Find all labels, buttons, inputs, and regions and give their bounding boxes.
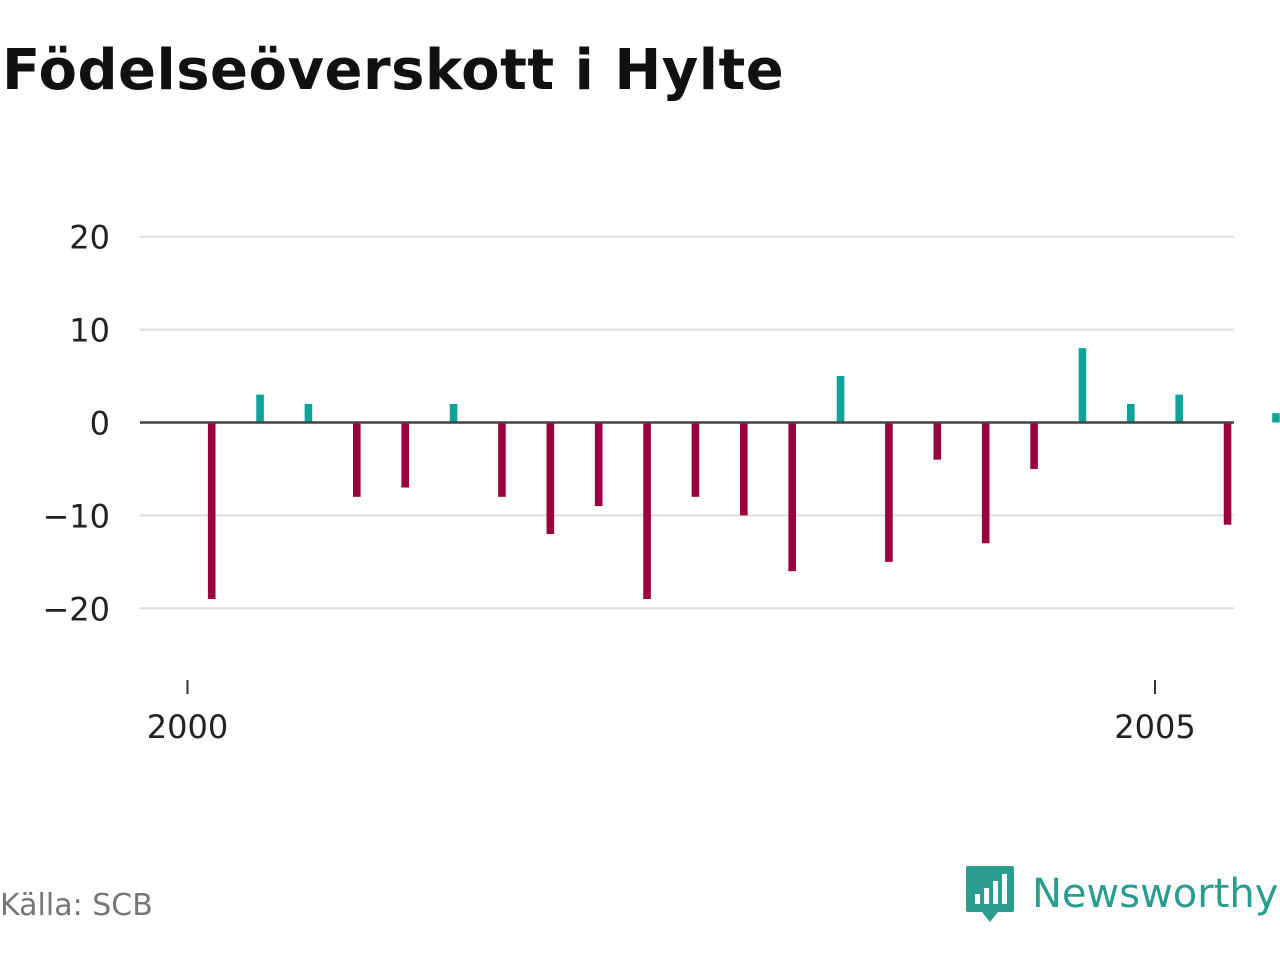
bar-negative (788, 422, 796, 572)
bar-negative (498, 422, 506, 497)
x-tick-label: 2005 (1114, 708, 1195, 746)
bar-negative (401, 422, 409, 488)
bar-negative (207, 422, 216, 600)
bar-positive (836, 376, 845, 423)
bar-positive (1127, 403, 1135, 423)
y-tick-label: −10 (42, 497, 110, 535)
bar-positive (1272, 413, 1280, 423)
bar-negative (643, 422, 651, 600)
bar-negative (546, 422, 555, 534)
bar-negative (740, 422, 748, 516)
bar-positive (1078, 348, 1087, 423)
y-tick-label: 0 (90, 405, 110, 443)
bar-negative (691, 422, 700, 497)
y-tick-label: −20 (42, 590, 110, 628)
chart-title: Födelseöverskott i Hylte (2, 38, 785, 103)
bar-positive (304, 403, 313, 423)
brand-logo-link[interactable]: Newsworthy (964, 864, 1278, 924)
source-note: Källa: SCB (0, 888, 153, 923)
bar-negative (981, 422, 990, 544)
y-tick-label: 20 (69, 219, 110, 257)
bar-negative (594, 422, 603, 507)
bar-negative (933, 422, 942, 460)
bar-negative (1030, 422, 1038, 469)
newsworthy-logo-icon (966, 866, 1014, 922)
grid-layer (140, 235, 1234, 610)
bar-positive (1175, 394, 1183, 423)
bar-negative (1223, 422, 1232, 525)
bar-positive (449, 403, 458, 423)
bar-negative (353, 422, 361, 497)
brand-name: Newsworthy (1032, 871, 1279, 917)
y-tick-label: 10 (69, 312, 110, 350)
bars-layer (207, 348, 1280, 600)
bar-positive (256, 394, 264, 423)
bar-negative (885, 422, 893, 562)
x-tick-label: 2000 (147, 708, 228, 746)
